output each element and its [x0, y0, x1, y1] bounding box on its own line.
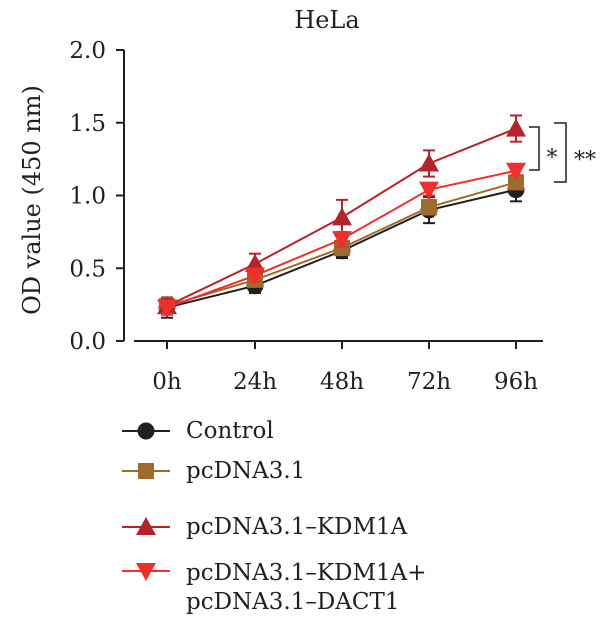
x-tick-label: 72h [407, 369, 451, 395]
legend-label: pcDNA3.1–KDM1A [186, 514, 408, 540]
data-point [506, 162, 526, 181]
significance-brackets: * ** [529, 122, 596, 183]
y-axis-label: OD value (450 nm) [18, 85, 46, 315]
legend-item-kdm1a-dact1: pcDNA3.1–KDM1A+ pcDNA3.1–DACT1 [118, 556, 588, 626]
significance-single-star: * [547, 146, 558, 171]
data-point [245, 267, 265, 286]
legend-label: pcDNA3.1–KDM1A+ pcDNA3.1–DACT1 [186, 559, 427, 617]
series-layer [157, 114, 526, 319]
legend-swatch-pcdna31 [122, 463, 170, 479]
x-tick-label: 0h [152, 369, 182, 395]
bracket-double [554, 122, 567, 183]
legend-item-kdm1a: pcDNA3.1–KDM1A [118, 510, 588, 550]
bracket-single [529, 126, 540, 171]
square-marker-icon [138, 463, 154, 479]
triangle-up-marker-icon [136, 517, 156, 535]
series-2 [157, 114, 526, 315]
data-point [332, 207, 352, 226]
legend-swatch-kdm1a-dact1 [122, 563, 170, 581]
data-point [419, 181, 439, 200]
legend-item-control: Control [118, 414, 588, 454]
x-tick-label: 48h [320, 369, 364, 395]
series-3 [157, 162, 526, 318]
data-point [245, 253, 265, 272]
data-point [506, 118, 526, 137]
legend-swatch-kdm1a [122, 517, 170, 535]
y-tick-label: 1.5 [69, 111, 106, 137]
data-point [421, 199, 437, 216]
legend-item-pcdna31: pcDNA3.1 [118, 454, 588, 494]
legend-swatch-control [122, 422, 170, 440]
line-chart: HeLa OD value (450 nm) 0.0 0.5 1.0 1.5 2.0 0… [18, 6, 596, 395]
chart-title: HeLa [294, 6, 359, 34]
x-tick-label: 96h [494, 369, 538, 395]
y-tick-label: 2.0 [69, 38, 106, 64]
y-tick-label: 0.0 [69, 329, 106, 355]
data-point [508, 174, 524, 191]
circle-marker-icon [137, 422, 155, 440]
data-point [419, 153, 439, 172]
legend-label: pcDNA3.1 [186, 458, 306, 484]
legend: Control pcDNA3.1 pcDNA3.1–KDM1A pcDNA3.1… [118, 414, 588, 626]
y-tick-label: 1.0 [69, 184, 106, 210]
data-point [157, 299, 177, 318]
y-ticks: 0.0 0.5 1.0 1.5 2.0 [69, 38, 124, 355]
legend-label: Control [186, 418, 274, 444]
x-tick-label: 24h [233, 369, 277, 395]
significance-double-star: ** [574, 148, 596, 173]
triangle-down-marker-icon [136, 563, 156, 581]
y-tick-label: 0.5 [69, 256, 106, 282]
x-ticks: 0h 24h 48h 72h 96h [152, 341, 538, 395]
legend-label-line1: pcDNA3.1–KDM1A+ [186, 560, 427, 586]
legend-label-line2: pcDNA3.1–DACT1 [186, 589, 400, 615]
data-point [332, 231, 352, 250]
